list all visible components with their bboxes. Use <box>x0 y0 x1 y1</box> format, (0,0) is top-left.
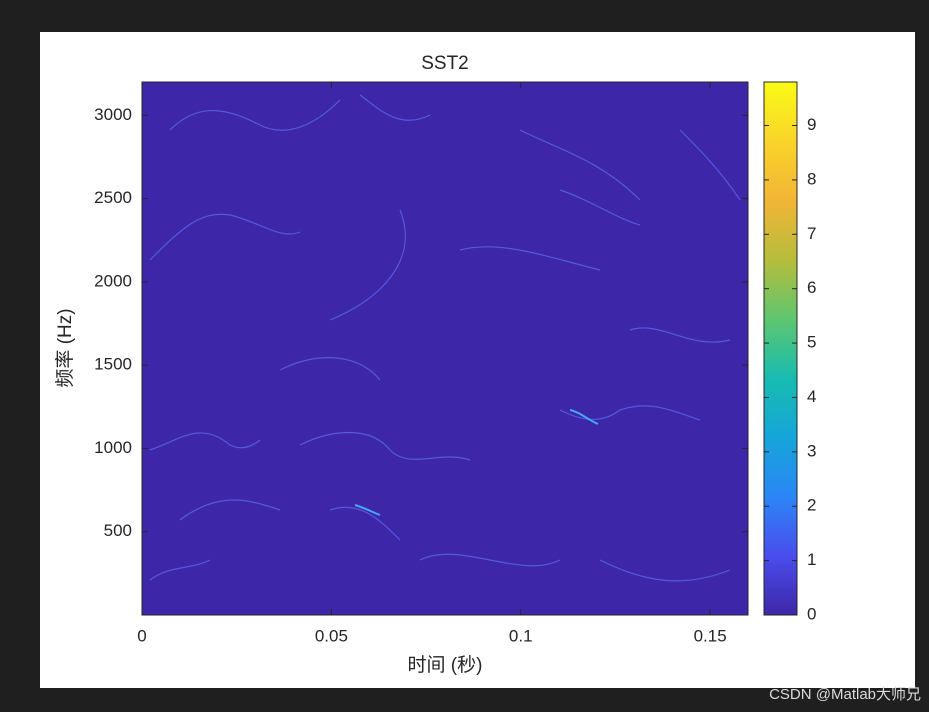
colorbar <box>763 81 798 616</box>
y-tick-label: 3000 <box>94 105 132 124</box>
chart-title: SST2 <box>421 53 469 74</box>
x-tick-label: 0.15 <box>694 626 727 645</box>
colorbar-tick-label: 4 <box>807 387 816 406</box>
colorbar-tick-label: 3 <box>807 441 816 460</box>
colorbar-tick-label: 1 <box>807 550 816 569</box>
colorbar-tick-label: 0 <box>807 604 816 623</box>
ridge-highlights <box>354 409 599 516</box>
y-tick-label: 500 <box>104 521 132 540</box>
colorbar-tick-label: 5 <box>807 333 816 352</box>
plot-frame <box>141 81 749 616</box>
ridge-texture <box>149 94 741 582</box>
y-tick-label: 2000 <box>94 271 132 290</box>
x-axis-label: 时间 (秒) <box>408 654 483 676</box>
colorbar-tick-label: 2 <box>807 496 816 515</box>
x-tick-label: 0.05 <box>315 626 348 645</box>
x-tick-label: 0 <box>137 626 146 645</box>
x-tick-label: 0.1 <box>509 626 533 645</box>
y-axis-label: 频率 (Hz) <box>54 308 76 387</box>
colorbar-tick-label: 7 <box>807 224 816 243</box>
y-tick-label: 1500 <box>94 355 132 374</box>
colorbar-tick-label: 9 <box>807 115 816 134</box>
plot-area <box>142 82 748 615</box>
colorbar-tick-label: 8 <box>807 169 816 188</box>
watermark: CSDN @Matlab大师兄 <box>769 686 921 703</box>
colorbar-tick-label: 6 <box>807 278 816 297</box>
y-tick-label: 1000 <box>94 438 132 457</box>
y-tick-label: 2500 <box>94 188 132 207</box>
